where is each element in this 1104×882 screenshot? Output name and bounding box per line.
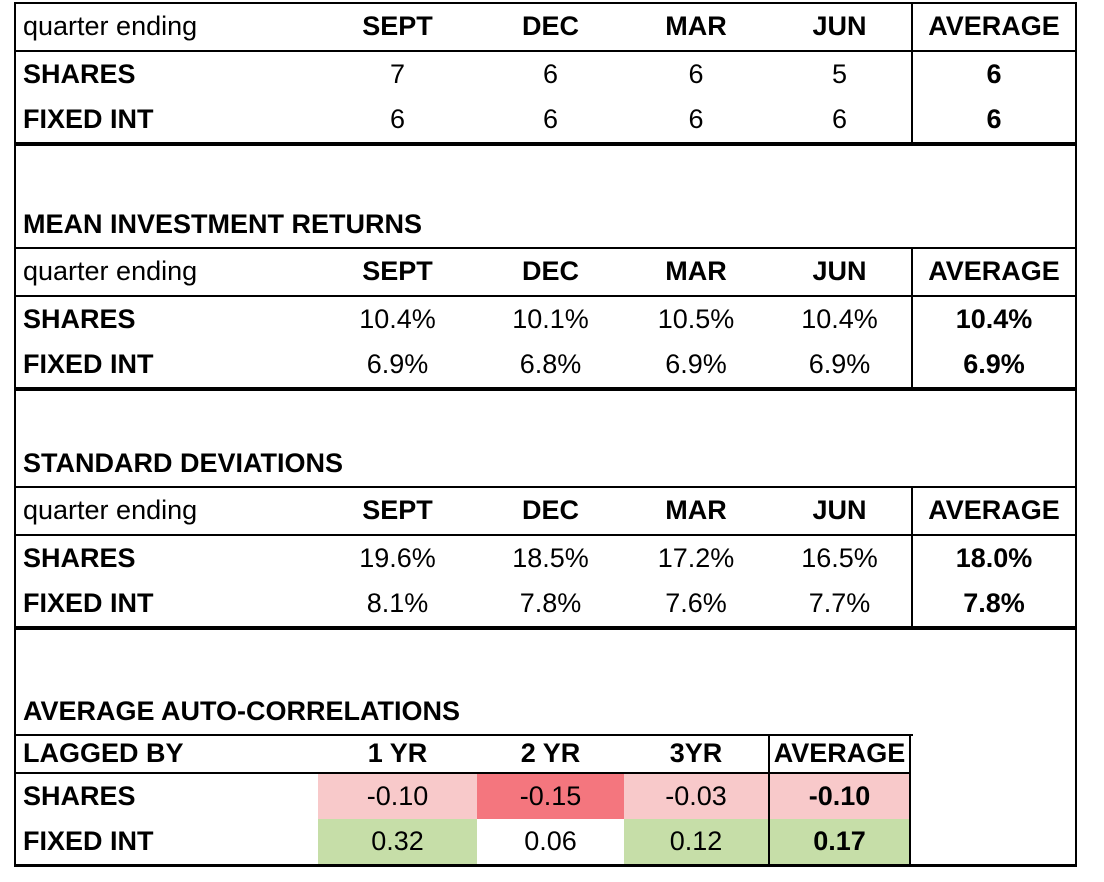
autocorr-shares-1yr: -0.10 xyxy=(318,774,477,819)
counts-header-sept: SEPT xyxy=(362,11,433,41)
row-label: SHARES xyxy=(23,304,136,334)
returns-fixed-dec: 6.8% xyxy=(519,349,582,379)
returns-fixed-jun: 6.9% xyxy=(808,349,871,379)
returns-fixed-average: 6.9% xyxy=(911,342,1075,387)
counts-shares-mar: 6 xyxy=(688,59,704,89)
returns-header-jun: JUN xyxy=(812,256,867,286)
counts-shares-jun: 5 xyxy=(831,59,848,89)
returns-shares-dec: 10.1% xyxy=(512,304,589,334)
stdev-header-mar: MAR xyxy=(665,495,727,525)
stdev-shares-sept: 19.6% xyxy=(359,543,436,573)
returns-shares-mar: 10.5% xyxy=(657,304,735,334)
spacer xyxy=(16,391,1075,441)
table-bottom-border xyxy=(16,626,1075,630)
counts-fixed-mar: 6 xyxy=(688,104,704,134)
sheet-frame: quarter ending SEPT DEC MAR JUN AVERAGE … xyxy=(14,2,1077,867)
counts-header-mar: MAR xyxy=(665,11,727,41)
autocorr-shares-2yr: -0.15 xyxy=(477,774,624,819)
counts-shares-sept: 7 xyxy=(389,59,406,89)
returns-fixed-sept: 6.9% xyxy=(366,349,429,379)
counts-fixed-jun: 6 xyxy=(831,104,848,134)
stdev-shares-average: 18.0% xyxy=(911,536,1075,581)
autocorr-header-3yr: 3YR xyxy=(624,736,768,774)
autocorr-header-2yr: 2 YR xyxy=(477,736,624,774)
returns-fixed-mar: 6.9% xyxy=(665,349,727,379)
autocorr-fixed-1yr: 0.32 xyxy=(318,819,477,864)
returns-row-shares: SHARES 10.4% 10.1% 10.5% 10.4% 10.4% xyxy=(16,297,1075,342)
counts-header-jun: JUN xyxy=(812,11,867,41)
returns-header-quarter-ending: quarter ending xyxy=(23,256,198,286)
spacer xyxy=(16,630,1075,689)
stdev-fixed-average: 7.8% xyxy=(911,581,1075,626)
autocorr-row-fixed-int: FIXED INT 0.32 0.06 0.12 0.17 xyxy=(16,819,1075,864)
autocorr-fixed-average: 0.17 xyxy=(768,819,911,864)
returns-header-average: AVERAGE xyxy=(911,249,1075,295)
counts-row-shares: SHARES 7 6 6 5 6 xyxy=(16,52,1075,97)
stdev-row-fixed-int: FIXED INT 8.1% 7.8% 7.6% 7.7% 7.8% xyxy=(16,581,1075,626)
stdev-fixed-dec: 7.8% xyxy=(519,588,582,618)
autocorr-header-lagged-by: LAGGED BY xyxy=(16,736,318,774)
counts-header-row: quarter ending SEPT DEC MAR JUN AVERAGE xyxy=(16,4,1075,52)
returns-header-mar: MAR xyxy=(665,256,727,286)
section-title-auto-correlations-row: AVERAGE AUTO-CORRELATIONS xyxy=(16,689,1075,736)
counts-row-fixed-int: FIXED INT 6 6 6 6 6 xyxy=(16,97,1075,142)
row-label: SHARES xyxy=(23,59,136,89)
autocorr-fixed-2yr: 0.06 xyxy=(524,826,577,856)
autocorr-header-1yr: 1 YR xyxy=(318,736,477,774)
counts-header-quarter-ending: quarter ending xyxy=(23,11,198,41)
stdev-header-row: quarter ending SEPT DEC MAR JUN AVERAGE xyxy=(16,488,1075,536)
table-bottom-border xyxy=(16,142,1075,146)
counts-shares-dec: 6 xyxy=(542,59,559,89)
stdev-row-shares: SHARES 19.6% 18.5% 17.2% 16.5% 18.0% xyxy=(16,536,1075,581)
returns-header-sept: SEPT xyxy=(362,256,433,286)
returns-shares-sept: 10.4% xyxy=(359,304,436,334)
section-title-standard-deviations: STANDARD DEVIATIONS xyxy=(16,441,1075,488)
autocorr-shares-average: -0.10 xyxy=(768,774,911,819)
counts-shares-average: 6 xyxy=(911,52,1075,97)
stdev-header-average: AVERAGE xyxy=(911,488,1075,534)
returns-shares-average: 10.4% xyxy=(911,297,1075,342)
spacer xyxy=(16,146,1075,202)
autocorr-header-average: AVERAGE xyxy=(768,736,911,774)
spacer xyxy=(911,736,1075,774)
autocorr-header-row: LAGGED BY 1 YR 2 YR 3YR AVERAGE xyxy=(16,736,1075,774)
returns-header-row: quarter ending SEPT DEC MAR JUN AVERAGE xyxy=(16,249,1075,297)
row-label: FIXED INT xyxy=(23,826,154,856)
table-bottom-border xyxy=(16,387,1075,391)
row-label: FIXED INT xyxy=(23,349,154,379)
counts-header-average: AVERAGE xyxy=(911,4,1075,50)
stdev-fixed-mar: 7.6% xyxy=(665,588,727,618)
stdev-fixed-sept: 8.1% xyxy=(366,588,429,618)
section-title-auto-correlations: AVERAGE AUTO-CORRELATIONS xyxy=(16,689,913,736)
stdev-shares-mar: 17.2% xyxy=(657,543,735,573)
counts-fixed-dec: 6 xyxy=(542,104,559,134)
counts-fixed-sept: 6 xyxy=(389,104,406,134)
spacer xyxy=(913,689,1075,736)
row-label: SHARES xyxy=(23,781,136,811)
counts-fixed-average: 6 xyxy=(911,97,1075,142)
returns-header-dec: DEC xyxy=(521,256,579,286)
stdev-fixed-jun: 7.7% xyxy=(808,588,871,618)
row-label: FIXED INT xyxy=(23,104,154,134)
section-title-mean-returns: MEAN INVESTMENT RETURNS xyxy=(16,202,1075,249)
autocorr-shares-3yr: -0.03 xyxy=(624,774,768,819)
stdev-shares-jun: 16.5% xyxy=(801,543,878,573)
autocorr-fixed-3yr: 0.12 xyxy=(624,819,768,864)
stdev-header-sept: SEPT xyxy=(362,495,433,525)
stdev-header-quarter-ending: quarter ending xyxy=(23,495,198,525)
autocorr-row-shares: SHARES -0.10 -0.15 -0.03 -0.10 xyxy=(16,774,1075,819)
row-label: SHARES xyxy=(23,543,136,573)
stdev-header-dec: DEC xyxy=(521,495,579,525)
returns-row-fixed-int: FIXED INT 6.9% 6.8% 6.9% 6.9% 6.9% xyxy=(16,342,1075,387)
spacer xyxy=(911,774,1075,819)
stdev-header-jun: JUN xyxy=(812,495,867,525)
spacer xyxy=(911,819,1075,864)
counts-header-dec: DEC xyxy=(521,11,579,41)
stdev-shares-dec: 18.5% xyxy=(512,543,589,573)
returns-shares-jun: 10.4% xyxy=(801,304,878,334)
row-label: FIXED INT xyxy=(23,588,154,618)
